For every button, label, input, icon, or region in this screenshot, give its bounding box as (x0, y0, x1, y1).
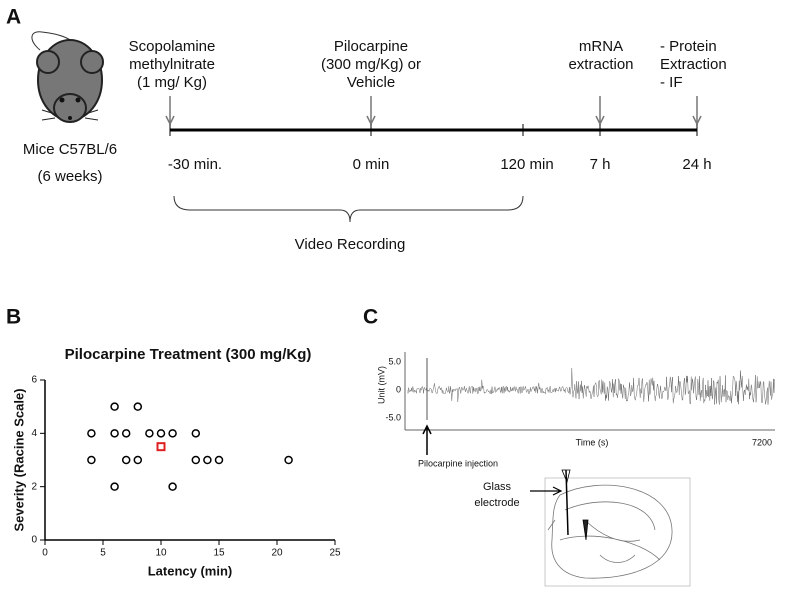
electrode-label: electrode (474, 497, 519, 509)
time-label: 7 h (590, 156, 611, 173)
trace-y-label: -5.0 (385, 412, 401, 422)
point (214, 455, 224, 465)
x-tick-label: 0 (42, 548, 48, 559)
event-label: Extraction (660, 56, 727, 73)
event-label: Pilocarpine (334, 38, 408, 55)
event-label: (1 mg/ Kg) (137, 74, 207, 91)
event-label: - Protein (660, 38, 717, 55)
trace-x-end: 7200 (752, 437, 772, 447)
event-label: Scopolamine (129, 38, 216, 55)
brain-atlas (544, 469, 691, 587)
mouse-icon (31, 31, 104, 123)
point (87, 455, 96, 465)
event-label: (300 mg/Kg) or (321, 56, 421, 73)
time-label: 24 h (682, 156, 711, 173)
x-tick-label: 25 (329, 548, 341, 559)
point (284, 455, 293, 465)
y-tick-label: 6 (31, 375, 37, 386)
point (121, 429, 131, 438)
point (133, 455, 143, 465)
event-arrow (165, 96, 175, 126)
eeg-trace (407, 368, 775, 405)
time-label: -30 min. (168, 156, 222, 173)
event-label: - IF (660, 74, 683, 91)
point (145, 429, 154, 438)
x-tick-label: 5 (100, 548, 106, 559)
event-label: extraction (568, 56, 633, 73)
x-axis-label: Latency (min) (148, 563, 233, 578)
event-label: methylnitrate (129, 56, 215, 73)
x-tick-label: 20 (271, 548, 283, 559)
point (121, 455, 131, 465)
injection-arrow (422, 424, 432, 455)
event-label: Vehicle (347, 74, 395, 91)
brace (173, 195, 524, 223)
subject-label: (6 weeks) (37, 168, 102, 185)
panel-letter: B (6, 306, 21, 329)
point (191, 455, 201, 465)
point (156, 442, 166, 452)
trace-y-title: Unit (mV) (376, 366, 386, 404)
panel-letter: C (363, 306, 378, 329)
event-arrow (366, 96, 376, 126)
chart-title: Pilocarpine Treatment (300 mg/Kg) (65, 346, 312, 363)
electrode-label: Glass (483, 481, 512, 493)
subject-label: Mice C57BL/6 (23, 141, 117, 158)
event-label: mRNA (579, 38, 623, 55)
time-label: 120 min (500, 156, 553, 173)
y-tick-label: 2 (31, 481, 37, 492)
time-label: 0 min (353, 156, 390, 173)
point (87, 429, 96, 438)
point (203, 455, 212, 465)
point (156, 429, 166, 438)
event-arrow (692, 96, 702, 126)
electrode-arrow (530, 486, 563, 496)
point (168, 482, 177, 491)
y-tick-label: 0 (31, 535, 37, 546)
event-arrow (595, 96, 605, 126)
point (133, 402, 143, 411)
trace-y-label: 0 (396, 384, 401, 394)
brace-label: Video Recording (295, 236, 406, 253)
point (110, 402, 119, 411)
y-axis-label: Severity (Racine Scale) (11, 388, 26, 531)
point (110, 482, 119, 491)
injection-label: Pilocarpine injection (418, 458, 498, 468)
point (110, 429, 119, 438)
point (191, 429, 201, 438)
point (168, 429, 177, 438)
panel-letter: A (6, 6, 21, 29)
trace-y-label: 5.0 (388, 356, 401, 366)
trace-x-title: Time (s) (576, 437, 609, 447)
x-tick-label: 15 (213, 548, 225, 559)
x-tick-label: 10 (155, 548, 167, 559)
y-tick-label: 4 (31, 428, 37, 439)
